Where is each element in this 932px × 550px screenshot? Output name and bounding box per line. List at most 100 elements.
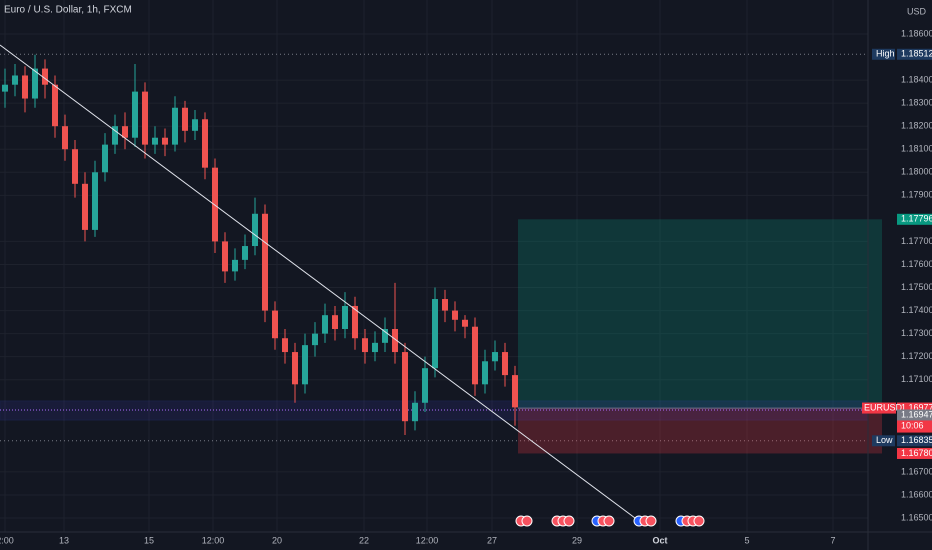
target-zone <box>518 219 882 409</box>
y-tick-label: 1.17100 <box>901 374 932 384</box>
candle-body <box>352 305 358 339</box>
price-label-bg <box>897 447 932 459</box>
candle-body <box>52 84 58 127</box>
name-label-bg <box>872 435 895 447</box>
candle-body <box>242 246 248 260</box>
name-label-bg <box>872 48 895 60</box>
candle-body <box>332 315 338 330</box>
y-tick-label: 1.16700 <box>901 466 932 476</box>
x-tick-label: 5 <box>744 535 749 545</box>
candle-body <box>62 126 68 150</box>
candle-body <box>202 119 208 168</box>
candle-body <box>512 375 518 408</box>
candle-body <box>392 329 398 353</box>
y-tick-label: 1.18000 <box>901 167 932 177</box>
candle-body <box>222 241 228 272</box>
price-label: 1.16835 <box>901 435 932 445</box>
y-tick-label: 1.17700 <box>901 236 932 246</box>
y-tick-label: 1.18600 <box>901 28 932 38</box>
price-label-bg <box>897 409 932 421</box>
x-tick-label: 12:00 <box>416 535 439 545</box>
x-tick-label: 20 <box>272 535 282 545</box>
price-label-bg <box>897 213 932 225</box>
candle-body <box>2 84 8 92</box>
x-tick-label: 27 <box>487 535 497 545</box>
candle-body <box>312 333 318 346</box>
candle-body <box>282 338 288 353</box>
candle-body <box>302 345 308 385</box>
x-tick-label: 12:00 <box>202 535 225 545</box>
name-label-bg <box>862 402 896 414</box>
currency[interactable]: USD <box>907 6 927 16</box>
candle-body <box>192 119 198 131</box>
candle-body <box>272 310 278 339</box>
event-icons[interactable] <box>515 515 705 527</box>
x-tick-label: 2:00 <box>0 535 14 545</box>
candle-body <box>432 299 438 369</box>
position-tool[interactable] <box>518 219 882 454</box>
candle-body <box>82 183 88 230</box>
candle-body <box>152 137 158 145</box>
candle-body <box>322 315 328 334</box>
name-label: High <box>876 49 895 59</box>
y-tick-label: 1.17300 <box>901 328 932 338</box>
candle-body <box>42 68 48 85</box>
candle-body <box>122 126 128 138</box>
x-tick-label: Oct <box>652 535 667 545</box>
candle-body <box>132 91 138 138</box>
candle-body <box>182 107 188 131</box>
trend-line[interactable] <box>0 44 636 519</box>
candle-body <box>462 319 468 327</box>
y-tick-label: 1.17200 <box>901 351 932 361</box>
x-tick-label: 15 <box>144 535 154 545</box>
price-label: 1.18512 <box>901 49 932 59</box>
candle-body <box>22 75 28 99</box>
zone[interactable] <box>0 400 869 421</box>
candle-body <box>492 352 498 362</box>
candle-body <box>112 126 118 145</box>
y-tick-label: 1.17600 <box>901 259 932 269</box>
y-tick-label: 1.18100 <box>901 144 932 154</box>
x-tick-label: 22 <box>359 535 369 545</box>
candle-body <box>262 213 268 311</box>
y-tick-label: 1.18400 <box>901 74 932 84</box>
price-label-bg <box>897 48 932 60</box>
candle-body <box>92 172 98 230</box>
candle-body <box>482 361 488 385</box>
candle-body <box>172 107 178 145</box>
candles <box>2 54 518 436</box>
candle-body <box>72 149 78 184</box>
candle-body <box>502 352 508 376</box>
candle-body <box>472 326 478 385</box>
countdown: 10:06 <box>901 420 924 430</box>
price-axis: 1.18600 1.18400 1.18300 1.18200 1.18100 1.180… <box>0 28 932 545</box>
symbol-title: Euro / U.S. Dollar, 1h, FXCM <box>4 5 132 16</box>
price-label: 1.16977 <box>901 402 932 412</box>
candle-body <box>12 75 18 85</box>
candle-body <box>32 68 38 99</box>
name-label: EURUSD <box>864 402 903 412</box>
price-label: 1.16947 <box>901 409 932 419</box>
y-tick-label: 1.16600 <box>901 489 932 499</box>
candle-body <box>142 91 148 145</box>
candle-body <box>372 342 378 353</box>
candle-body <box>402 352 408 422</box>
candle-body <box>342 305 348 330</box>
y-tick-label: 1.17900 <box>901 190 932 200</box>
candle-body <box>442 299 448 311</box>
name-label: Low <box>876 435 893 445</box>
candle-body <box>452 310 458 320</box>
candle-body <box>412 402 418 422</box>
candle-body <box>422 368 428 403</box>
y-tick-label: 1.18200 <box>901 121 932 131</box>
candle-body <box>232 259 238 272</box>
y-tick-label: 1.17400 <box>901 305 932 315</box>
stop-zone <box>518 408 882 454</box>
y-tick-label: 1.16500 <box>901 512 932 522</box>
price-label: 1.16780 <box>901 448 932 458</box>
candle-body <box>102 144 108 173</box>
y-tick-label: 1.17500 <box>901 282 932 292</box>
candle-body <box>362 338 368 353</box>
